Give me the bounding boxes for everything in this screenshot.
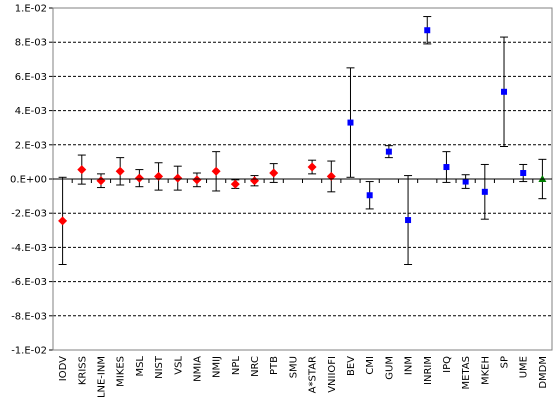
x-tick-label: METAS <box>461 356 472 389</box>
data-point-square <box>405 217 412 224</box>
y-tick-label: 4.E-03 <box>15 106 47 117</box>
x-tick-label: MIKES <box>116 356 127 387</box>
x-tick-label: VSL <box>173 356 184 375</box>
data-point-square <box>520 170 527 177</box>
data-point-diamond <box>326 171 336 181</box>
data-points <box>58 27 547 226</box>
data-point-diamond <box>192 175 202 185</box>
data-point-diamond <box>77 165 87 175</box>
data-point-square <box>501 88 508 95</box>
x-tick-label: NMIJ <box>212 356 223 378</box>
x-tick-label: VNIIOFI <box>327 356 338 393</box>
y-tick-label: -1.E-02 <box>11 346 47 357</box>
x-tick-label: A*STAR <box>308 356 319 393</box>
x-tick-label: INRIM <box>423 356 434 385</box>
data-point-diamond <box>307 162 317 172</box>
data-point-square <box>443 164 450 171</box>
x-tick-label: NPL <box>231 356 242 376</box>
y-axis-ticks: -1.E-02 -8.E-03 -6.E-03 -4.E-03 -2.E-03 0.E+0… <box>10 4 53 357</box>
data-point-diamond <box>211 166 221 176</box>
data-point-diamond <box>250 176 260 186</box>
x-tick-label: CMI <box>365 356 376 375</box>
x-tick-label: NRC <box>250 356 261 377</box>
x-tick-label: MKEH <box>480 356 491 385</box>
data-point-diamond <box>269 168 279 178</box>
x-tick-label: IODV <box>58 356 69 381</box>
x-tick-label: SMU <box>288 356 299 378</box>
grid-lines <box>53 41 552 317</box>
y-tick-label: -8.E-03 <box>11 311 47 322</box>
y-tick-label: -2.E-03 <box>11 209 47 220</box>
data-point-square <box>481 188 488 195</box>
data-point-square <box>424 27 431 34</box>
data-point-square <box>347 119 354 126</box>
x-tick-label: GUM <box>384 356 395 380</box>
x-tick-label: SP <box>500 356 511 368</box>
x-tick-label: PTB <box>269 356 280 375</box>
data-point-diamond <box>173 173 183 183</box>
x-tick-label: UME <box>519 356 530 378</box>
y-tick-label: -6.E-03 <box>11 277 47 288</box>
x-tick-label: LNE-INM <box>96 356 107 398</box>
data-point-diamond <box>230 179 240 189</box>
y-tick-label: 6.E-03 <box>15 72 47 83</box>
data-point-diamond <box>115 166 125 176</box>
x-axis-labels: IODV KRISS LNE-INM MIKES MSL NIST VSL NMIA NMIJ N… <box>52 179 553 398</box>
x-tick-label: NMIA <box>192 356 203 382</box>
y-tick-label: -4.E-03 <box>11 243 47 254</box>
x-tick-label: IPQ <box>442 356 453 373</box>
y-tick-label: 0.E+00 <box>10 175 47 186</box>
data-point-diamond <box>58 216 68 226</box>
error-bars <box>58 16 547 265</box>
x-tick-label: KRISS <box>77 356 88 385</box>
x-tick-label: MSL <box>135 356 146 377</box>
y-tick-label: 8.E-03 <box>15 38 47 49</box>
data-point-diamond <box>96 176 106 186</box>
data-point-diamond <box>134 173 144 183</box>
y-tick-label: 1.E-02 <box>15 4 47 15</box>
x-tick-label: NIST <box>154 355 165 379</box>
x-tick-label: BEV <box>346 356 357 376</box>
data-point-diamond <box>154 171 164 181</box>
data-point-square <box>462 178 469 185</box>
y-tick-label: 2.E-03 <box>15 140 47 151</box>
x-tick-label: INM <box>404 356 415 375</box>
data-point-square <box>385 148 392 155</box>
x-tick-label: DMDM <box>538 356 549 389</box>
data-point-square <box>366 192 373 199</box>
